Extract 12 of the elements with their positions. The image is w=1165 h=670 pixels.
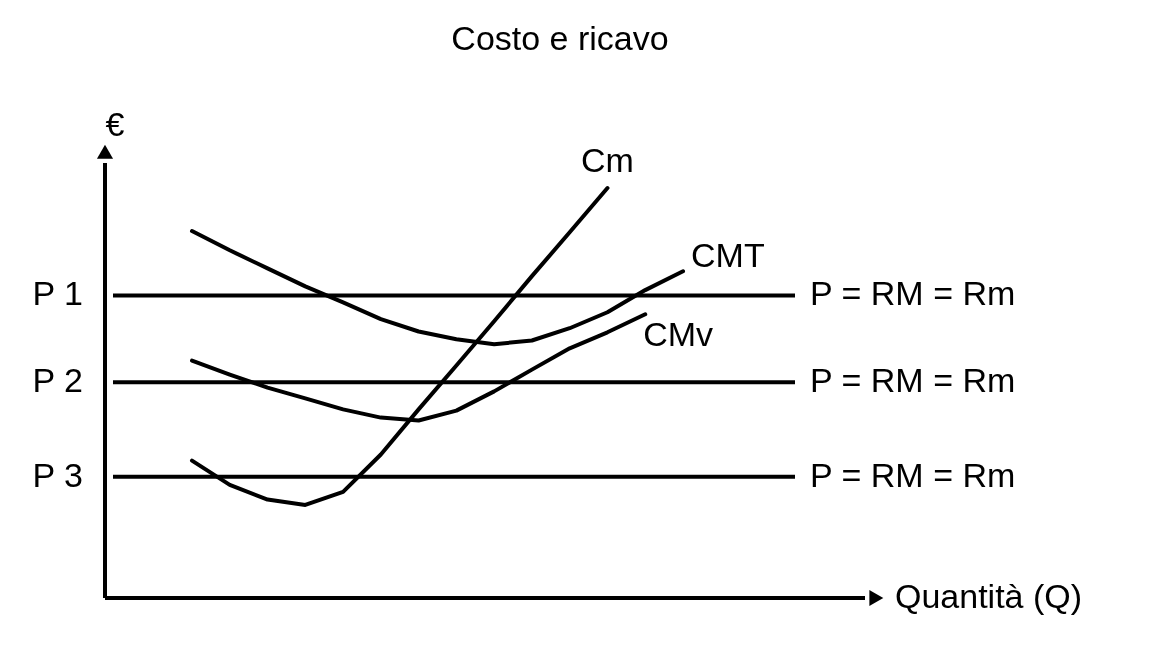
ref-line-label: P = RM = Rm [810,361,1016,400]
text: P 3 [32,455,83,494]
chart-title: Costo e ricavo [451,19,669,57]
text: P 1 [32,274,83,313]
series-label: Cm [581,141,634,179]
ref-line-label: P = RM = Rm [810,274,1016,313]
ref-line-label: P = RM = Rm [810,455,1016,494]
y-axis-title: € [105,105,125,143]
series-label: CMT [691,236,765,275]
text: Quantità (Q) [895,577,1083,615]
series-label: CMv [643,315,714,354]
text: P 2 [32,361,83,400]
